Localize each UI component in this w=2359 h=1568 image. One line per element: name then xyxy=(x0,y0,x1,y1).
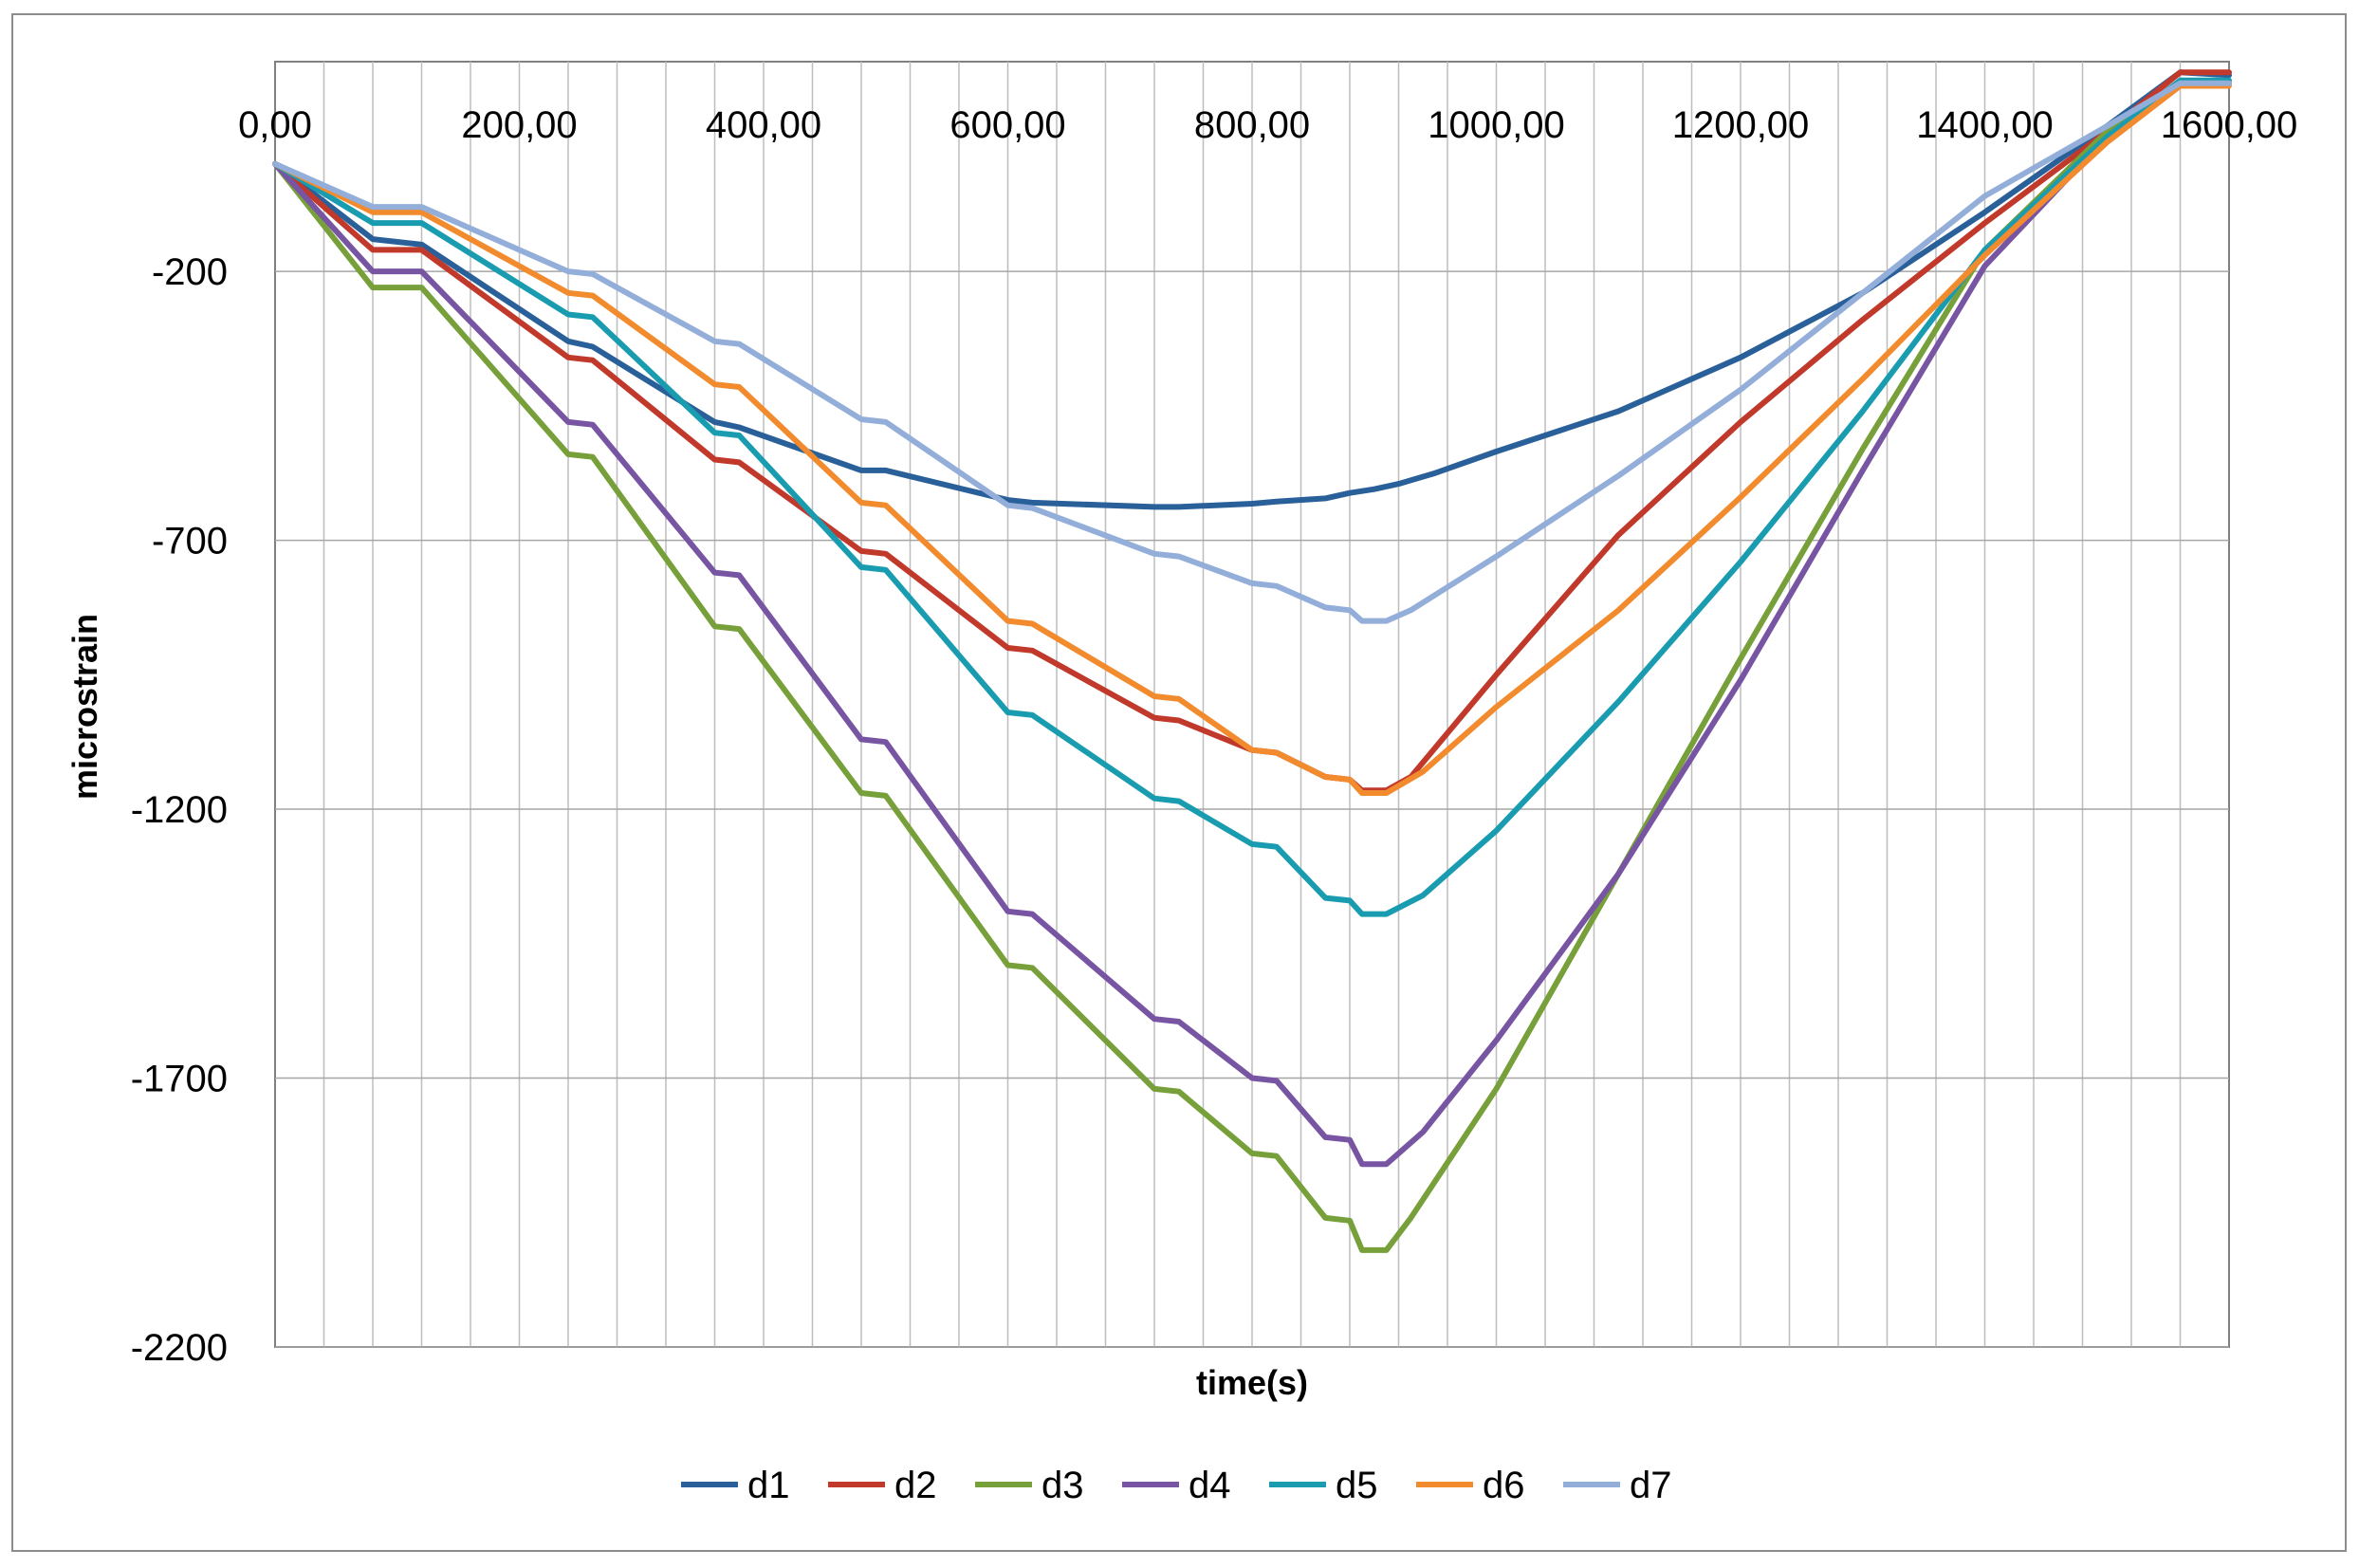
series-line-d7 xyxy=(272,80,2232,624)
legend-label: d4 xyxy=(1189,1465,1231,1506)
x-tick-label: 1200,00 xyxy=(1672,104,1810,146)
x-tick-label: 600,00 xyxy=(949,104,1065,146)
legend-label: d5 xyxy=(1336,1465,1378,1506)
x-tick-label: 400,00 xyxy=(706,104,821,146)
x-tick-label: 1600,00 xyxy=(2161,104,2298,146)
series-lines xyxy=(272,69,2232,1253)
y-tick-label: -2200 xyxy=(131,1327,228,1369)
series-line-d5 xyxy=(272,77,2232,917)
x-tick-label: 200,00 xyxy=(461,104,577,146)
y-axis-title: microstrain xyxy=(65,614,104,800)
y-tick-labels: -200 -700 -1200 -1700 -2200 xyxy=(131,251,228,1369)
legend-item-d5: d5 xyxy=(1269,1465,1378,1506)
x-tick-label: 800,00 xyxy=(1194,104,1310,146)
y-tick-label: -200 xyxy=(152,251,228,293)
legend-item-d1: d1 xyxy=(681,1465,790,1506)
y-tick-label: -1200 xyxy=(131,789,228,831)
series-line-d4 xyxy=(272,80,2232,1168)
legend-label: d1 xyxy=(747,1465,790,1506)
legend-label: d2 xyxy=(894,1465,937,1506)
y-tick-label: -1700 xyxy=(131,1059,228,1100)
x-tick-label: 1400,00 xyxy=(1916,104,2054,146)
x-axis-title: time(s) xyxy=(1196,1363,1308,1402)
x-tick-labels: 0,00 200,00 400,00 600,00 800,00 1000,00 1200,… xyxy=(238,104,2297,146)
x-tick-label: 1000,00 xyxy=(1428,104,1565,146)
legend-label: d6 xyxy=(1483,1465,1525,1506)
legend-label: d3 xyxy=(1041,1465,1084,1506)
series-line-d1 xyxy=(272,69,2232,510)
legend-item-d6: d6 xyxy=(1416,1465,1525,1506)
legend-item-d2: d2 xyxy=(828,1465,937,1506)
legend-item-d3: d3 xyxy=(975,1465,1084,1506)
legend: d1 d2 d3 d4 d5 d6 d7 xyxy=(681,1465,1672,1506)
legend-item-d7: d7 xyxy=(1563,1465,1672,1506)
x-tick-label: 0,00 xyxy=(238,104,312,146)
legend-item-d4: d4 xyxy=(1122,1465,1231,1506)
minor-gridlines xyxy=(323,62,2182,1347)
y-tick-label: -700 xyxy=(152,521,228,563)
series-line-d3 xyxy=(272,80,2232,1253)
series-line-d6 xyxy=(272,83,2232,796)
legend-label: d7 xyxy=(1630,1465,1672,1506)
